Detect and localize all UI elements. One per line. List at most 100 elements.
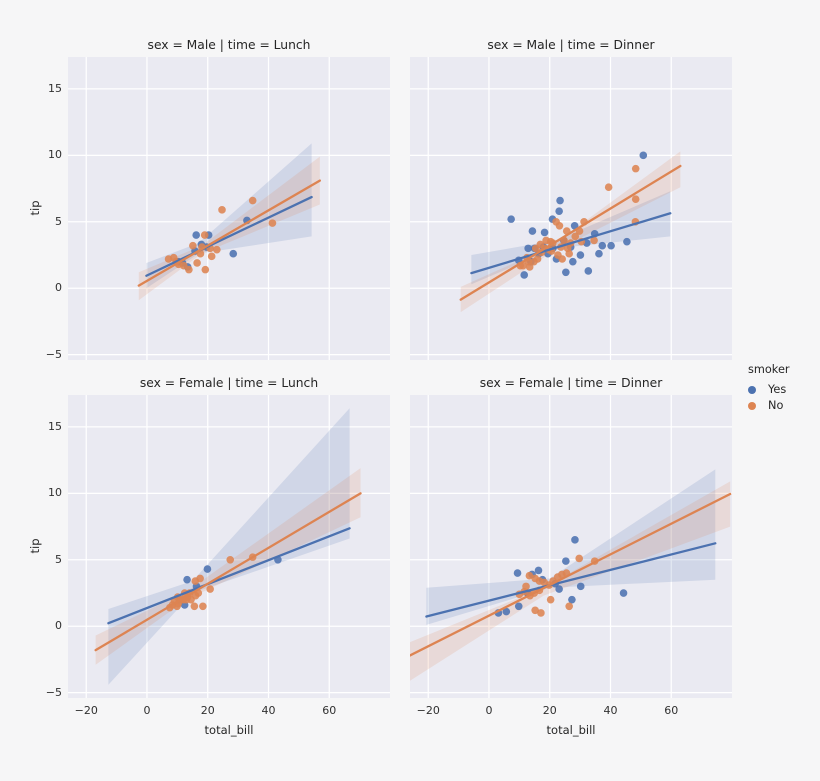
- scatter-point-no: [218, 206, 226, 214]
- scatter-point-yes: [639, 151, 648, 160]
- scatter-point-yes: [619, 589, 628, 597]
- facet-plot-area-male-dinner: [410, 57, 732, 360]
- scatter-point-no: [558, 255, 566, 263]
- y-tick-label: 10: [48, 486, 62, 500]
- scatter-point-yes: [555, 585, 563, 593]
- scatter-point-yes: [570, 221, 579, 230]
- scatter-point-no: [191, 577, 200, 585]
- x-tick-label: −20: [74, 704, 98, 717]
- scatter-point-no: [190, 602, 199, 611]
- scatter-point-no: [522, 582, 530, 591]
- scatter-point-yes: [229, 249, 238, 258]
- scatter-point-no: [201, 265, 210, 274]
- scatter-point-yes: [555, 207, 563, 215]
- scatter-point-yes: [502, 607, 511, 616]
- facet-male-lunch: [68, 57, 390, 360]
- facet-title-male-lunch: sex = Male | time = Lunch: [147, 38, 311, 52]
- x-tick-label: 40: [603, 704, 618, 717]
- x-tick-label: 40: [261, 704, 276, 717]
- scatter-point-no: [185, 265, 193, 274]
- y-tick-label: 5: [55, 552, 62, 566]
- scatter-point-yes: [203, 565, 212, 573]
- scatter-point-yes: [183, 575, 191, 584]
- scatter-point-no: [537, 609, 545, 617]
- x-tick-label: 60: [322, 704, 337, 717]
- scatter-point-no: [206, 585, 214, 593]
- y-tick-label: 15: [48, 419, 62, 433]
- confidence-band-yes: [108, 408, 350, 685]
- scatter-point-yes: [514, 602, 523, 611]
- y-tick-label: −5: [45, 347, 62, 361]
- y-tick-label: −5: [45, 685, 62, 699]
- scatter-point-no: [193, 259, 201, 267]
- scatter-point-no: [542, 236, 550, 245]
- x-axis-label: total_bill: [204, 723, 254, 737]
- y-tick-label: 0: [55, 281, 62, 295]
- x-tick-label: 0: [143, 704, 151, 717]
- scatter-point-no: [604, 183, 613, 192]
- legend-item-no: No: [742, 398, 790, 413]
- facet-female-dinner: [410, 395, 732, 698]
- y-tick-label: 15: [48, 81, 62, 95]
- confidence-band-no: [460, 151, 681, 313]
- scatter-point-no: [563, 244, 572, 253]
- scatter-point-no: [590, 236, 598, 245]
- scatter-point-yes: [595, 249, 603, 258]
- scatter-point-no: [179, 261, 188, 270]
- scatter-point-yes: [598, 241, 607, 250]
- scatter-point-yes: [524, 244, 532, 253]
- x-axis-label: total_bill: [546, 723, 596, 737]
- scatter-point-no: [552, 217, 560, 226]
- scatter-point-no: [189, 241, 197, 250]
- y-tick-label: 0: [55, 619, 62, 633]
- regression-line-no: [410, 492, 732, 657]
- scatter-point-no: [531, 606, 539, 615]
- x-tick-label: −20: [416, 704, 440, 717]
- legend-marker-no-icon: [748, 401, 756, 410]
- legend-label-no: No: [768, 399, 784, 412]
- scatter-point-no: [226, 555, 235, 564]
- scatter-point-yes: [607, 241, 615, 250]
- scatter-point-yes: [513, 569, 522, 577]
- scatter-point-yes: [571, 536, 579, 544]
- scatter-point-no: [536, 240, 545, 249]
- scatter-point-yes: [534, 566, 543, 575]
- regression-line-yes: [470, 212, 672, 275]
- facet-title-male-dinner: sex = Male | time = Dinner: [487, 38, 655, 52]
- scatter-point-no: [248, 196, 257, 205]
- facet-plot-area-female-lunch: [68, 395, 390, 698]
- scatter-point-no: [207, 252, 216, 261]
- scatter-point-yes: [562, 268, 570, 277]
- regression-line-no: [94, 492, 362, 652]
- scatter-point-no: [268, 219, 277, 227]
- scatter-point-yes: [576, 251, 585, 259]
- y-tick-label: 10: [48, 148, 62, 162]
- facet-title-female-lunch: sex = Female | time = Lunch: [139, 376, 319, 390]
- scatter-point-yes: [576, 582, 585, 591]
- x-tick-label: 60: [664, 704, 679, 717]
- x-tick-label: 0: [485, 704, 493, 717]
- facet-plot-area-male-lunch: [68, 57, 390, 360]
- facet-female-lunch: [68, 395, 390, 698]
- x-tick-label: 20: [542, 704, 557, 717]
- scatter-point-no: [571, 232, 580, 241]
- regression-line-yes: [107, 527, 351, 625]
- legend-item-yes: Yes: [742, 382, 790, 397]
- y-tick-label: 5: [55, 214, 62, 228]
- facet-male-dinner: [410, 57, 732, 360]
- scatter-point-yes: [569, 257, 577, 266]
- scatter-point-yes: [568, 595, 576, 604]
- scatter-point-no: [575, 554, 584, 563]
- scatter-point-yes: [520, 271, 529, 279]
- regression-line-no: [459, 164, 682, 301]
- scatter-point-yes: [556, 196, 564, 205]
- scatter-point-yes: [623, 237, 631, 246]
- scatter-point-no: [565, 602, 573, 611]
- scatter-point-yes: [540, 228, 549, 237]
- x-tick-label: 20: [200, 704, 215, 717]
- scatter-point-yes: [528, 227, 537, 235]
- scatter-point-no: [164, 255, 173, 263]
- scatter-point-no: [213, 245, 221, 254]
- scatter-point-yes: [192, 231, 200, 239]
